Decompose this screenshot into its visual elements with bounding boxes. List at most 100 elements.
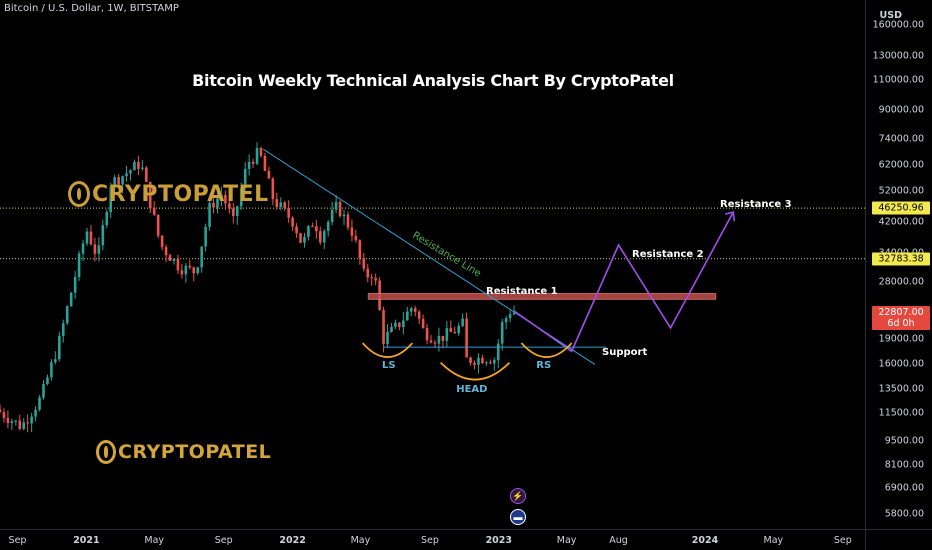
candle-body [303,236,306,243]
candle-body [196,267,200,274]
candle-body [406,311,409,321]
candle-body [330,209,334,223]
time-tick-label: Sep [833,535,852,546]
candle-body [145,167,148,182]
candle-body [263,155,267,171]
time-axis[interactable]: Sep 2021 May Sep 2022 May Sep 2023 May Aug 2024 May… [0,529,866,550]
time-tick-label: 2024 [691,535,719,546]
candle-layer [0,142,516,433]
candle-body [164,247,168,256]
watermark-brand-text: CRYPTOPATEL [118,441,272,463]
candle-body [461,318,464,326]
price-tag-value: 22807.00 [878,307,924,319]
price-tick-label: 19000.00 [878,333,924,345]
candle-body [508,314,512,319]
candle-body [287,207,290,218]
candle-body [200,246,203,268]
candle-body [370,277,373,279]
candle-body [85,231,89,244]
candle-body [30,416,33,424]
price-tick-label: 5800.00 [884,508,924,520]
candle-body [212,203,215,208]
candle-body [354,235,358,241]
price-tag-value: 32783.38 [878,253,924,265]
candle-body [283,202,286,208]
candle-body [441,335,445,341]
candle-body [38,397,41,410]
head-arc [439,361,511,381]
price-tick-label: 62000.00 [878,159,924,171]
price-tick-label: 42000.00 [878,216,924,228]
lightning-bolt-icon[interactable]: ⚡ [510,488,526,504]
candle-body [295,226,298,234]
candle-body [172,258,176,261]
drawing-layer [262,148,736,381]
candle-body [137,161,140,169]
cryptopatel-logo-icon [96,440,116,464]
price-tick-label: 28000.00 [878,276,924,288]
candle-body [109,186,113,212]
candle-countdown: 6d 0h [887,318,915,330]
candle-body [358,240,362,259]
watermark-logo-bottom: CRYPTOPATEL [96,440,271,464]
resistance-3-label: Resistance 3 [720,199,792,210]
candle-body [311,226,314,228]
candle-body [192,267,196,274]
projection-path [513,211,734,353]
currency-label: USD [879,10,902,21]
price-tag-value: 46250.96 [878,202,924,214]
candle-body [101,225,105,246]
candle-body [243,168,247,189]
candle-body [14,420,18,422]
candle-body [54,359,57,363]
candle-body [493,360,496,364]
time-tick-label: 2021 [73,535,100,546]
candle-body [77,253,81,278]
candle-body [216,198,219,208]
watermark-brand-text: CRYPTOPATEL [92,181,269,207]
candle-body [133,161,136,171]
us-flag-icon[interactable]: ▬ [510,509,526,525]
time-tick-label: May [350,535,371,546]
candle-body [425,327,429,341]
candle-body [22,422,26,429]
time-tick-label: May [556,535,577,546]
candle-body [247,161,251,169]
candle-body [188,265,192,268]
resistance-zone [367,293,717,300]
candle-body [394,322,397,327]
candle-body [251,161,255,164]
candle-body [121,176,124,185]
price-tick-label: 9500.00 [884,435,924,447]
price-tick-label: 160000.00 [872,19,924,31]
candle-body [168,255,172,261]
candle-body [113,177,116,187]
candle-body [58,335,61,360]
candle-body [152,208,156,215]
time-tick-label: Sep [420,535,439,546]
candle-body [156,214,160,236]
candle-body [346,214,350,228]
candle-body [299,233,302,243]
candle-body [26,422,29,424]
candle-body [315,226,318,232]
candle-body [429,340,433,343]
candle-body [81,243,85,254]
candle-body [65,306,69,324]
candle-body [93,244,97,254]
candle-body [148,181,152,209]
price-chart[interactable] [0,0,866,530]
price-tick-label: 16000.00 [878,358,924,370]
candle-body [232,208,235,216]
candle-body [228,203,231,209]
pattern-label-head: HEAD [456,383,488,395]
symbol-header: Bitcoin / U.S. Dollar, 1W, BITSTAMP [4,3,179,14]
candle-body [2,412,6,419]
candle-body [319,231,322,243]
resistance-1-label: Resistance 1 [486,286,558,297]
candle-body [105,211,109,226]
candle-body [239,188,243,207]
candle-body [350,227,354,236]
candle-body [449,328,453,332]
price-tick-label: 11500.00 [878,407,924,419]
